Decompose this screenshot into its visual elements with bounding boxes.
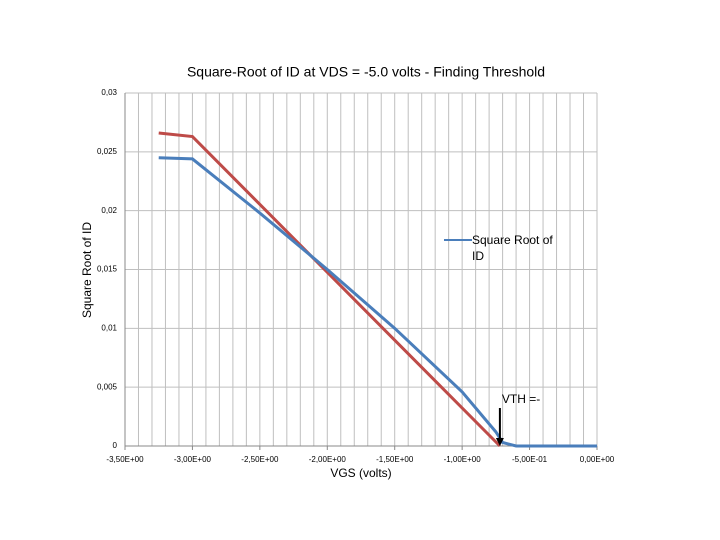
y-tick-label: 0 xyxy=(113,441,118,450)
x-tick-label: 0,00E+00 xyxy=(580,455,615,464)
y-axis-label: Square Root of ID xyxy=(80,222,94,318)
x-axis-label: VGS (volts) xyxy=(330,466,391,480)
x-tick-label: -2,50E+00 xyxy=(241,455,279,464)
x-tick-label: -3,50E+00 xyxy=(106,455,144,464)
x-tick-label: -1,00E+00 xyxy=(444,455,482,464)
legend: Square Root of ID xyxy=(444,232,564,264)
y-tick-label: 0,025 xyxy=(97,147,118,156)
legend-swatch xyxy=(444,239,472,241)
y-tick-label: 0,02 xyxy=(101,206,117,215)
chart-title: Square-Root of ID at VDS = -5.0 volts - … xyxy=(187,64,545,80)
legend-label: Square Root of ID xyxy=(472,233,553,263)
x-tick-label: -2,00E+00 xyxy=(309,455,347,464)
x-tick-label: -5,00E-01 xyxy=(512,455,548,464)
annotation-arrowhead xyxy=(495,438,504,446)
series-line xyxy=(158,131,501,448)
y-tick-label: 0,01 xyxy=(101,323,117,332)
x-tick-label: -3,00E+00 xyxy=(174,455,212,464)
series-line xyxy=(158,156,597,448)
y-tick-label: 0,005 xyxy=(97,382,118,391)
annotation: VTH =- xyxy=(502,392,540,406)
y-tick-label: 0,03 xyxy=(101,88,117,97)
x-tick-label: -1,50E+00 xyxy=(376,455,414,464)
y-tick-label: 0,015 xyxy=(97,265,118,274)
